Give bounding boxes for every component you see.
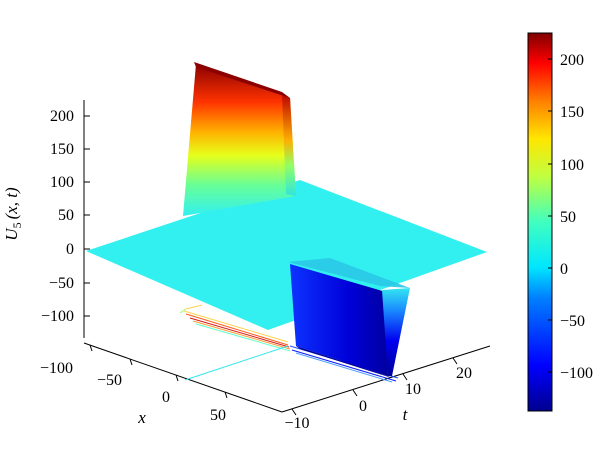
x-tick-label: −100 xyxy=(40,360,73,377)
trough-bottom-edge xyxy=(296,346,392,378)
colorbar-tick-label: 150 xyxy=(560,104,584,121)
z-tick-label: −50 xyxy=(49,275,74,292)
t-tick-label: −10 xyxy=(284,415,309,432)
x-axis: −100 −50 0 50 x xyxy=(40,342,283,427)
floor-contours xyxy=(179,304,399,383)
colorbar-tick-label: 100 xyxy=(560,157,584,174)
z-tick-label: −100 xyxy=(41,308,74,325)
trough-right-wall xyxy=(382,288,410,376)
z-tick-label: 100 xyxy=(50,174,74,191)
t-axis: −10 0 10 20 t xyxy=(281,345,491,432)
x-tick-label: −50 xyxy=(97,372,122,389)
z-tick-label: 50 xyxy=(58,207,74,224)
x-tick-label: 0 xyxy=(162,389,170,406)
surface-plateau xyxy=(86,180,487,330)
t-tick-label: 10 xyxy=(405,381,421,398)
z-tick-label: 0 xyxy=(66,241,74,258)
colorbar-tick-label: −100 xyxy=(560,365,593,382)
z-axis: 200 150 100 50 0 −50 −100 U5(x, t) xyxy=(2,100,90,338)
surface-peak xyxy=(183,62,296,216)
z-tick-label: 200 xyxy=(50,108,74,125)
z-tick-label: 150 xyxy=(50,141,74,158)
z-ticks xyxy=(84,115,90,317)
t-tick-label: 0 xyxy=(359,398,367,415)
x-axis-label: x xyxy=(137,408,146,427)
colorbar-tick-label: 50 xyxy=(560,209,576,226)
trough-shading xyxy=(288,258,410,288)
surface-trough xyxy=(288,258,410,378)
colorbar-tick-label: −50 xyxy=(560,313,585,330)
colorbar-ticks xyxy=(548,58,552,373)
peak-front-face xyxy=(183,64,296,216)
colorbar-tick-label: 0 xyxy=(560,261,568,278)
peak-right-face xyxy=(282,94,296,196)
x-tick-label: 50 xyxy=(210,407,226,424)
t-axis-label: t xyxy=(403,405,409,424)
colorbar-tick-label: 200 xyxy=(560,52,584,69)
z-axis-label: U5(x, t) xyxy=(2,187,24,241)
peak-top-edge xyxy=(194,62,290,98)
colorbar: 200 150 100 50 0 −50 −100 xyxy=(527,32,593,412)
t-tick-label: 20 xyxy=(456,365,472,382)
colorbar-gradient xyxy=(527,32,553,412)
trough-left-wall xyxy=(290,264,388,376)
